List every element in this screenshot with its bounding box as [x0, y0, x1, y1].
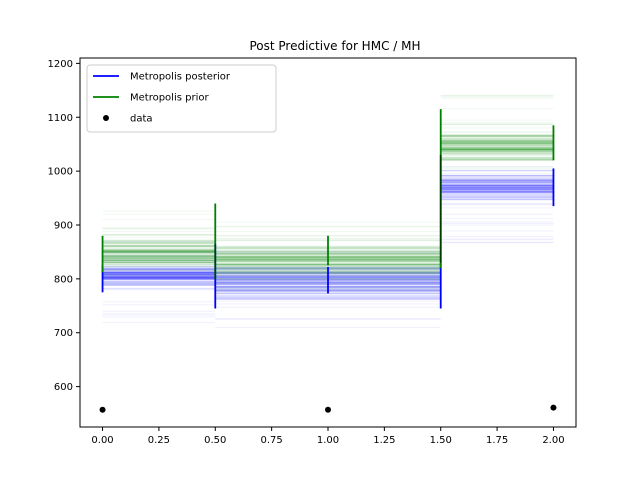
x-tick-label: 0.00 [91, 435, 113, 446]
legend-box [86, 64, 277, 133]
plot-area [99, 94, 557, 413]
axes: 0.00 0.25 0.50 0.75 1.00 1.25 1.50 1.75 2.00 600 7… [48, 57, 577, 446]
x-tick-label: 0.75 [261, 435, 283, 446]
x-tick-label: 1.25 [373, 435, 395, 446]
legend-label: Metropolis posterior [130, 72, 231, 83]
legend-marker [103, 115, 109, 121]
y-tick-label: 700 [54, 328, 73, 339]
legend: Metropolis posterior Metropolis prior data [86, 64, 277, 133]
x-tick-label: 0.25 [148, 435, 170, 446]
y-tick-label: 1000 [48, 167, 73, 178]
data-point [325, 406, 331, 413]
x-tick-label: 0.50 [204, 435, 226, 446]
data-point [99, 406, 106, 413]
legend-label: data [130, 114, 153, 125]
x-tick-label: 2.00 [542, 435, 564, 446]
legend-label: Metropolis prior [130, 93, 209, 104]
y-tick-label: 600 [54, 382, 73, 393]
y-tick-label: 900 [54, 220, 73, 231]
chart-title: Post Predictive for HMC / MH [249, 39, 420, 53]
y-tick-label: 1200 [48, 59, 73, 70]
x-tick-label: 1.50 [430, 435, 452, 446]
y-tick-label: 800 [54, 274, 73, 285]
data-point [550, 404, 557, 411]
x-tick-label: 1.75 [486, 435, 508, 446]
y-tick-label: 1100 [48, 113, 73, 124]
x-tick-label: 1.00 [317, 435, 339, 446]
